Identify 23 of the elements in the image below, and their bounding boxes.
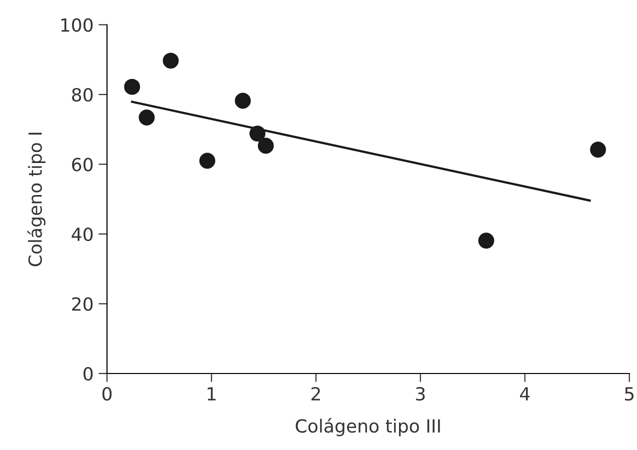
x-tick-label: 5 <box>625 387 634 401</box>
y-tick-label: 0 <box>84 366 93 381</box>
x-tick-label: 2 <box>312 387 320 400</box>
x-tick-label: 0 <box>102 387 112 401</box>
y-axis-title: Colágeno tipo I <box>27 132 46 266</box>
point <box>234 92 251 109</box>
point <box>162 52 179 69</box>
x-axis-title: Colágeno tipo III <box>296 418 440 436</box>
x-tick-label: 1 <box>208 387 216 400</box>
y-tick-label: 20 <box>72 297 93 311</box>
y-tick-label: 80 <box>72 88 93 102</box>
point <box>590 142 606 158</box>
x-tick-label: 4 <box>520 387 530 400</box>
x-tick-label: 3 <box>416 387 425 401</box>
y-tick-label: 40 <box>72 227 93 242</box>
point <box>478 232 494 249</box>
point <box>138 110 155 126</box>
point <box>124 78 140 95</box>
point <box>249 126 266 142</box>
y-tick-label: 100 <box>61 18 93 32</box>
point <box>258 138 274 154</box>
point <box>199 152 216 169</box>
y-tick-label: 60 <box>72 158 93 172</box>
